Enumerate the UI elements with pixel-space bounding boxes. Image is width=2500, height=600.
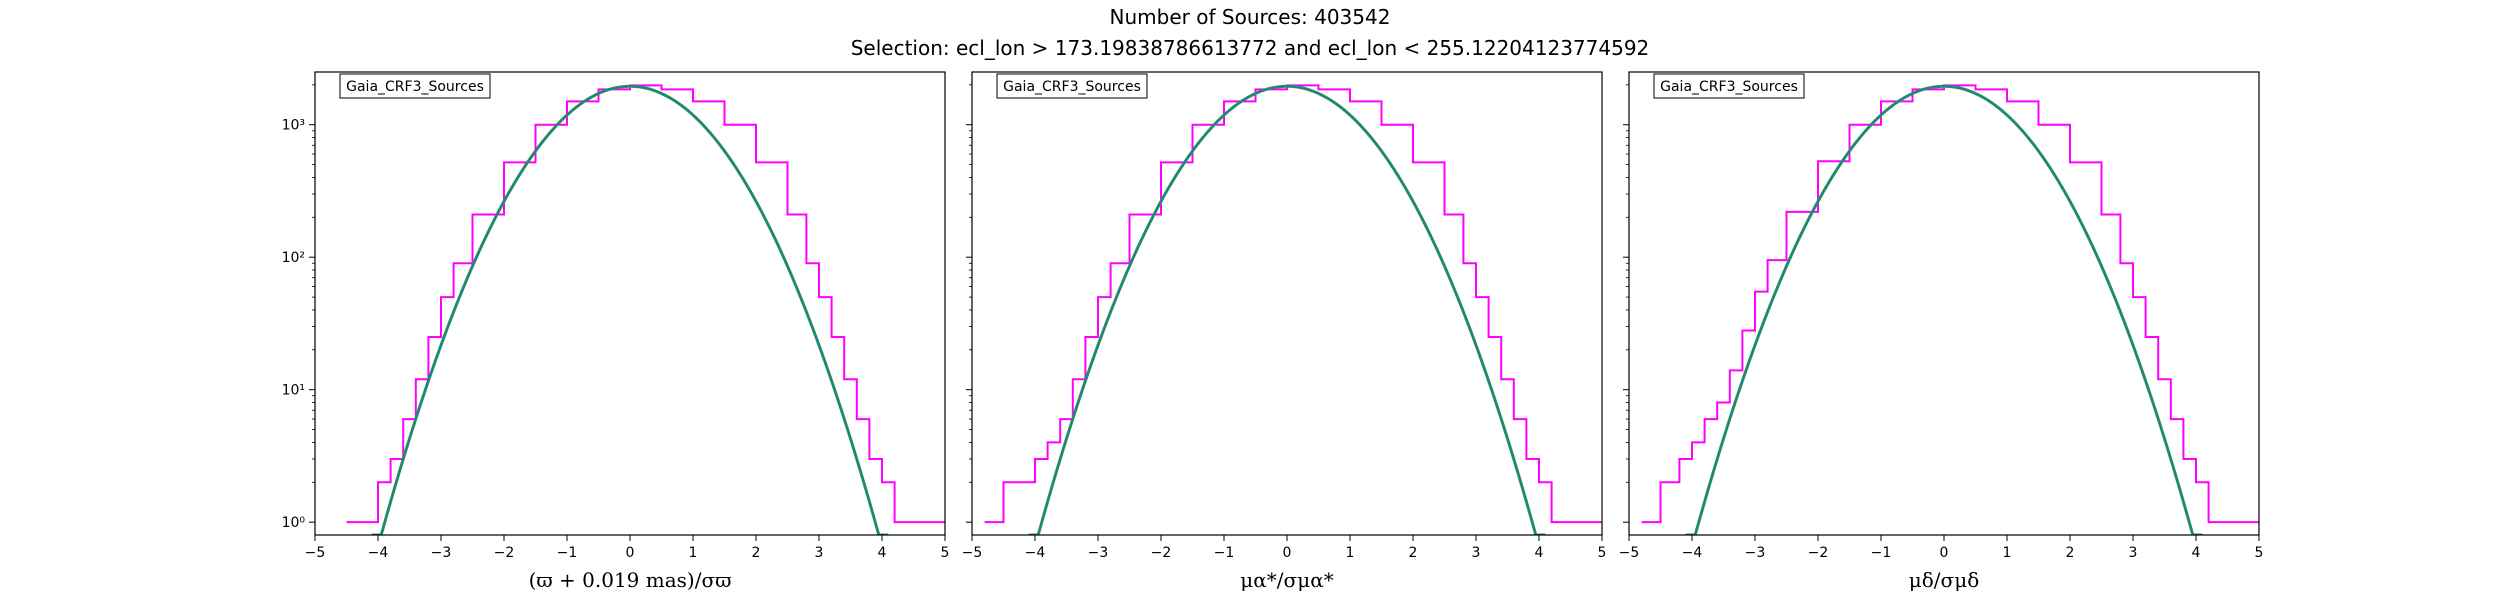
x-tick-label: 1: [1346, 545, 1355, 561]
x-tick-label: −1: [1871, 545, 1892, 561]
legend-box: [1653, 73, 1805, 99]
gaussian-fit-curve: [1685, 85, 2203, 535]
x-tick-label: 1: [2003, 545, 2012, 561]
x-tick-label: 4: [2192, 545, 2201, 561]
x-tick-label: 3: [2129, 545, 2138, 561]
x-tick-label: −2: [494, 545, 515, 561]
x-tick-label: 4: [1535, 545, 1544, 561]
x-tick-label: 3: [1472, 545, 1481, 561]
y-tick-label: 10³: [282, 118, 305, 134]
y-tick-label: 10²: [282, 250, 305, 266]
x-tick-label: −5: [962, 545, 983, 561]
x-axis-label: μα*/σμα*: [1240, 568, 1333, 592]
x-tick-label: 2: [752, 545, 761, 561]
x-tick-label: −2: [1151, 545, 1172, 561]
plot-area: [346, 84, 945, 535]
x-tick-label: 5: [1598, 545, 1607, 561]
plot-area: [1641, 84, 2259, 535]
legend-label: Gaia_CRF3_Sources: [1003, 79, 1141, 95]
x-tick-label: −4: [368, 545, 389, 561]
x-tick-label: −5: [1619, 545, 1640, 561]
legend-label: Gaia_CRF3_Sources: [346, 79, 484, 95]
x-tick-label: −5: [305, 545, 326, 561]
x-tick-label: 0: [626, 545, 635, 561]
subplot-3: −5 −4 −3 −2 −1 0 1 2 3 4 5 Gaia_CRF3_Sources μδ/σμδ: [1619, 71, 2264, 592]
x-tick-label: −4: [1682, 545, 1703, 561]
x-tick-label: 5: [2255, 545, 2264, 561]
x-tick-label: 5: [941, 545, 950, 561]
x-tick-label: 0: [1940, 545, 1949, 561]
plot-area: [984, 84, 1602, 535]
histogram-series: [346, 84, 945, 524]
x-tick-label: 4: [878, 545, 887, 561]
x-tick-label: −3: [431, 545, 452, 561]
gaussian-fit-curve: [371, 85, 889, 535]
subplot-panels: −5 −4 −3 −2 −1 0 1 2 3 4 5 10⁰ 10¹ 10² 10³ Gaia_CRF3_So…: [282, 71, 2264, 592]
figure-title-line1: Number of Sources: 403542: [1110, 5, 1391, 29]
x-axis-label: (ϖ + 0.019 mas)/σϖ: [529, 568, 732, 592]
subplot-1: −5 −4 −3 −2 −1 0 1 2 3 4 5 10⁰ 10¹ 10² 10³ Gaia_CRF3_So…: [282, 71, 950, 592]
x-axis-label: μδ/σμδ: [1909, 568, 1979, 592]
x-tick-label: −1: [1214, 545, 1235, 561]
figure-title-line2: Selection: ecl_lon > 173.19838786613772 …: [851, 36, 1650, 60]
subplot-2: −5 −4 −3 −2 −1 0 1 2 3 4 5 Gaia_CRF3_Sources μα*/σμα…: [962, 71, 1607, 592]
x-tick-label: −2: [1808, 545, 1829, 561]
x-tick-label: −4: [1025, 545, 1046, 561]
x-tick-label: −3: [1745, 545, 1766, 561]
x-tick-label: −1: [557, 545, 578, 561]
y-tick-label: 10¹: [282, 383, 305, 399]
x-tick-label: 3: [815, 545, 824, 561]
x-tick-label: −3: [1088, 545, 1109, 561]
x-tick-label: 2: [2066, 545, 2075, 561]
x-tick-label: 0: [1283, 545, 1292, 561]
x-tick-label: 1: [689, 545, 698, 561]
legend-label: Gaia_CRF3_Sources: [1660, 79, 1798, 95]
y-tick-label: 10⁰: [282, 515, 306, 531]
legend-box: [996, 73, 1148, 99]
legend-box: [339, 73, 491, 99]
gaussian-fit-curve: [1028, 85, 1546, 535]
x-tick-label: 2: [1409, 545, 1418, 561]
